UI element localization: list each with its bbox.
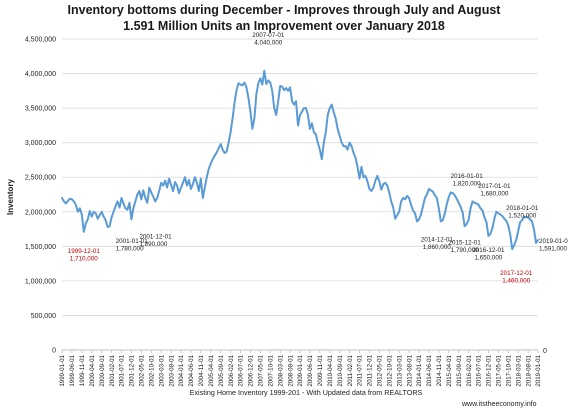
x-tick-label: 2008-03-01 xyxy=(277,354,284,386)
x-tick-label: 2009-01-01 xyxy=(297,354,304,386)
x-tick-label: 1999-01-01 xyxy=(59,354,66,386)
y-tick-label: 4,500,000 xyxy=(25,37,56,44)
x-tick-label: 2016-07-01 xyxy=(476,354,483,386)
x-tick-label: 2011-02-01 xyxy=(347,354,354,386)
x-tick-label: 2009-06-01 xyxy=(307,354,314,386)
x-tick-label: 2004-06-01 xyxy=(188,354,195,386)
x-tick-label: 2002-05-01 xyxy=(139,354,146,386)
x-tick-label: 2016-12-01 xyxy=(486,354,493,386)
x-tick-label: 2012-05-01 xyxy=(377,354,384,386)
x-tick-label: 2017-05-01 xyxy=(496,354,503,386)
source-credit: www.itstheeconomy.info xyxy=(461,401,537,408)
x-tick-label: 2013-08-01 xyxy=(406,354,413,386)
annotation-date: 2017-01-01 xyxy=(478,183,511,190)
x-tick-label: 2010-09-01 xyxy=(337,354,344,386)
x-tick-label: 2017-10-01 xyxy=(505,354,512,386)
x-tick-label: 2015-04-01 xyxy=(446,354,453,386)
x-tick-label: 1999-06-01 xyxy=(69,354,76,386)
y-tick-label: 3,500,000 xyxy=(25,106,56,113)
annotation-date: 2017-12-01 xyxy=(500,270,533,277)
annotation-date: 1999-12-01 xyxy=(68,248,101,255)
x-tick-label: 2006-12-01 xyxy=(248,354,255,386)
x-tick-label: 2005-04-01 xyxy=(208,354,215,386)
annotation-date: 2001-01-01 xyxy=(116,238,149,245)
x-tick-label: 2018-03-01 xyxy=(515,354,522,386)
x-tick-label: 2016-02-01 xyxy=(466,354,473,386)
x-tick-label: 2014-06-01 xyxy=(426,354,433,386)
annotation-value: 1,591,000 xyxy=(539,246,568,253)
y-tick-label: 2,000,000 xyxy=(25,209,56,216)
x-tick-label: 2001-12-01 xyxy=(129,354,136,386)
annotation-date: 2016-01-01 xyxy=(450,173,483,180)
x-tick-label: 2019-01-01 xyxy=(535,354,542,386)
x-tick-label: 2006-07-01 xyxy=(238,354,245,386)
annotation-value: 1,790,000 xyxy=(451,247,480,254)
x-tick-label: 2004-01-01 xyxy=(178,354,185,386)
x-tick-label: 2015-09-01 xyxy=(456,354,463,386)
y-tick-label: 500,000 xyxy=(31,313,56,320)
x-tick-label: 2013-03-01 xyxy=(396,354,403,386)
annotation-date: 2016-12-01 xyxy=(472,247,505,254)
x-tick-label: 2011-12-01 xyxy=(367,354,374,386)
x-tick-label: 2014-01-01 xyxy=(416,354,423,386)
x-tick-label: 2006-02-01 xyxy=(228,354,235,386)
x-tick-label: 2011-07-01 xyxy=(357,354,364,386)
annotation-value: 1,820,000 xyxy=(453,181,482,188)
chart-title: Inventory bottoms during December - Impr… xyxy=(67,3,501,17)
y-axis-label: Inventory xyxy=(6,178,15,215)
annotation-value: 1,860,000 xyxy=(423,244,452,251)
annotation-value: 1,460,000 xyxy=(502,278,531,285)
annotation-date: 2001-12-01 xyxy=(139,233,172,240)
x-tick-label: 2012-10-01 xyxy=(386,354,393,386)
y-tick-label: 1,000,000 xyxy=(25,278,56,285)
y-tick-label: 0 xyxy=(52,348,56,355)
x-tick-label: 2001-02-01 xyxy=(109,354,116,386)
annotation-date: 2018-01-01 xyxy=(506,205,539,212)
annotation-value: 1,650,000 xyxy=(474,254,503,261)
inventory-series-line xyxy=(61,69,539,251)
y-tick-label: 4,000,000 xyxy=(25,71,56,78)
x-tick-label: 2005-09-01 xyxy=(218,354,225,386)
annotation-date: 2007-07-01 xyxy=(252,32,285,39)
x-tick-label: 2010-04-01 xyxy=(327,354,334,386)
x-tick-label: 2007-10-01 xyxy=(267,354,274,386)
axis-end-label: 0 xyxy=(543,348,547,355)
annotation-value: 1,890,000 xyxy=(139,241,168,248)
chart-subtitle: 1.591 Million Units an Improvement over … xyxy=(123,19,445,33)
x-tick-label: 2002-10-01 xyxy=(148,354,155,386)
x-tick-label: 1999-11-01 xyxy=(79,354,86,386)
annotation-value: 1,710,000 xyxy=(70,255,99,262)
y-tick-label: 3,000,000 xyxy=(25,140,56,147)
annotation-value: 1,680,000 xyxy=(480,190,509,197)
x-tick-label: 2018-08-01 xyxy=(525,354,532,386)
x-tick-label: 2014-11-01 xyxy=(436,354,443,386)
annotation-date: 2015-12-01 xyxy=(449,239,482,246)
annotation-value: 4,040,000 xyxy=(254,39,283,46)
x-tick-label: 2009-11-01 xyxy=(317,354,324,386)
x-tick-label: 2004-11-01 xyxy=(198,354,205,386)
annotation-value: 1,780,000 xyxy=(116,245,145,252)
y-tick-label: 1,500,000 xyxy=(25,244,56,251)
x-tick-label: 2001-07-01 xyxy=(119,354,126,386)
x-tick-label: 2000-09-01 xyxy=(99,354,106,386)
x-tick-label: 2008-08-01 xyxy=(287,354,294,386)
annotation-date: 2014-12-01 xyxy=(421,236,454,243)
x-tick-label: 2007-05-01 xyxy=(258,354,265,386)
x-tick-label: 2000-04-01 xyxy=(89,354,96,386)
annotation-value: 1,520,000 xyxy=(508,212,537,219)
x-axis-label: Existing Home Inventory 1999-201 - With … xyxy=(190,388,423,397)
x-tick-label: 2003-03-01 xyxy=(158,354,165,386)
x-tick-label: 2003-08-01 xyxy=(168,354,175,386)
annotation-date: 2019-01-01 xyxy=(539,238,568,245)
y-tick-label: 2,500,000 xyxy=(25,175,56,182)
